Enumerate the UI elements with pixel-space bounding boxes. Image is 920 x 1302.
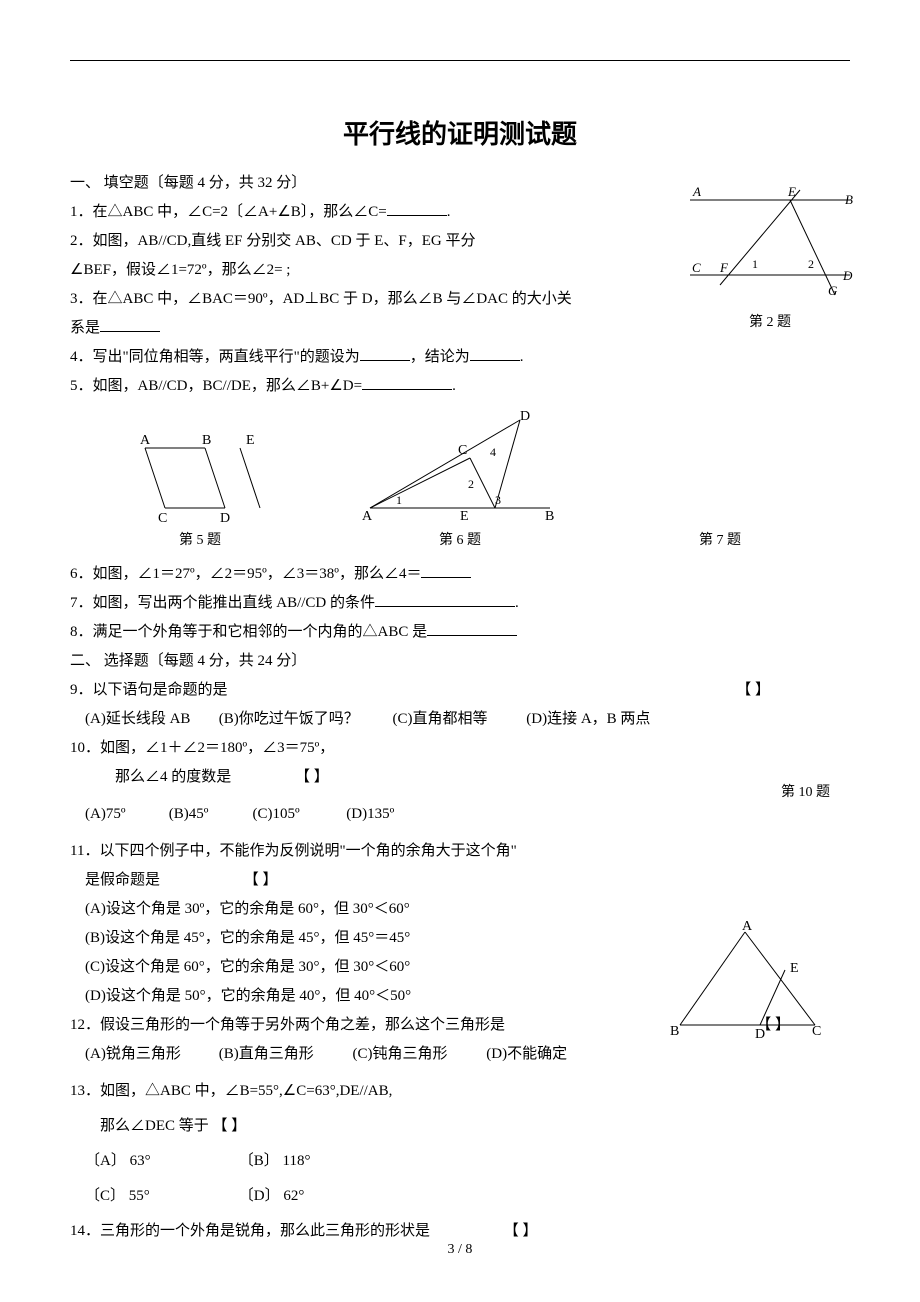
svg-text:E: E (787, 184, 796, 199)
figure-q5-label: 第 5 题 (70, 528, 330, 553)
svg-text:D: D (520, 409, 530, 424)
figure-q5-svg: A B C D E (120, 418, 280, 528)
figure-q5: A B C D E 第 5 题 (70, 418, 330, 553)
svg-text:2: 2 (808, 257, 814, 271)
q9-options: (A)延长线段 AB (B)你吃过午饭了吗？ (C)直角都相等 (D)连接 A，… (70, 706, 850, 733)
svg-text:B: B (845, 192, 853, 207)
q6: 6．如图，∠1＝27º，∠2＝95º，∠3＝38º，那么∠4＝ (70, 561, 850, 588)
section2-header: 二、 选择题〔每题 4 分，共 24 分〕 (70, 648, 850, 675)
svg-text:1: 1 (396, 493, 402, 507)
q9: 9．以下语句是命题的是 【 】 (70, 677, 850, 704)
svg-text:A: A (140, 433, 151, 448)
q10b: 那么∠4 的度数是 【 】 (70, 764, 850, 791)
figure-q6: A E B C D 1 2 3 4 第 6 题 (330, 408, 590, 553)
figure-q7-label: 第 7 题 (590, 528, 850, 553)
figure-q10-label-text: 第 10 题 (781, 780, 830, 805)
svg-text:E: E (246, 433, 255, 448)
svg-text:3: 3 (495, 493, 501, 507)
q10-options: (A)75º (B)45º (C)105º (D)135º (70, 801, 850, 828)
content-area: A E B C F D G 1 2 第 2 题 一、 填空题〔每题 4 分，共 … (70, 170, 850, 1245)
svg-text:A: A (742, 920, 753, 934)
svg-text:F: F (719, 260, 729, 275)
svg-text:D: D (220, 511, 230, 526)
figure-q13: A B C D E (660, 920, 830, 1040)
page-footer: 3 / 8 (0, 1237, 920, 1262)
svg-text:G: G (828, 283, 838, 298)
figure-q2-label: 第 2 题 (680, 310, 860, 335)
q12-options: (A)锐角三角形 (B)直角三角形 (C)钝角三角形 (D)不能确定 (70, 1041, 850, 1068)
svg-text:4: 4 (490, 445, 496, 459)
figure-q10-label: 第 10 题 (781, 780, 830, 805)
figure-q13-svg: A B C D E (660, 920, 830, 1040)
svg-text:C: C (692, 260, 701, 275)
svg-text:1: 1 (752, 257, 758, 271)
q11b: 是假命题是 【 】 (70, 867, 850, 894)
q5: 5．如图，AB//CD，BC//DE，那么∠B+∠D=. (70, 373, 850, 400)
q13b: 那么∠DEC 等于 【 】 (70, 1113, 850, 1140)
svg-text:B: B (545, 509, 554, 524)
q10: 10．如图，∠1＋∠2＝180º，∠3＝75º， (70, 735, 850, 762)
svg-text:A: A (362, 509, 373, 524)
svg-text:C: C (458, 443, 467, 458)
q13: 13．如图，△ABC 中，∠B=55°,∠C=63°,DE//AB, (70, 1078, 850, 1105)
figure-q6-svg: A E B C D 1 2 3 4 (350, 408, 570, 528)
q13-options-1: 〔A〕 63° 〔B〕 118° (70, 1148, 850, 1175)
figure-q2: A E B C F D G 1 2 第 2 题 (680, 180, 860, 335)
figures-row-567: A B C D E 第 5 题 A E B C D 1 2 (70, 408, 850, 553)
header-rule (70, 60, 850, 61)
svg-text:A: A (692, 184, 701, 199)
page-title: 平行线的证明测试题 (70, 111, 850, 158)
figure-q6-label: 第 6 题 (330, 528, 590, 553)
q7: 7．如图，写出两个能推出直线 AB//CD 的条件. (70, 590, 850, 617)
svg-text:B: B (670, 1024, 679, 1039)
q11: 11．以下四个例子中，不能作为反例说明"一个角的余角大于这个角" (70, 838, 850, 865)
svg-text:D: D (755, 1027, 765, 1040)
svg-text:B: B (202, 433, 211, 448)
svg-text:D: D (842, 268, 853, 283)
svg-text:E: E (790, 961, 799, 976)
svg-text:C: C (158, 511, 167, 526)
figure-q2-svg: A E B C F D G 1 2 (680, 180, 860, 310)
figure-q7: 第 7 题 (590, 418, 850, 553)
svg-text:2: 2 (468, 477, 474, 491)
q4: 4．写出"同位角相等，两直线平行"的题设为，结论为. (70, 344, 850, 371)
svg-text:E: E (460, 509, 469, 524)
q8: 8．满足一个外角等于和它相邻的一个内角的△ABC 是 (70, 619, 850, 646)
q13-options-2: 〔C〕 55° 〔D〕 62° (70, 1183, 850, 1210)
svg-text:C: C (812, 1024, 821, 1039)
